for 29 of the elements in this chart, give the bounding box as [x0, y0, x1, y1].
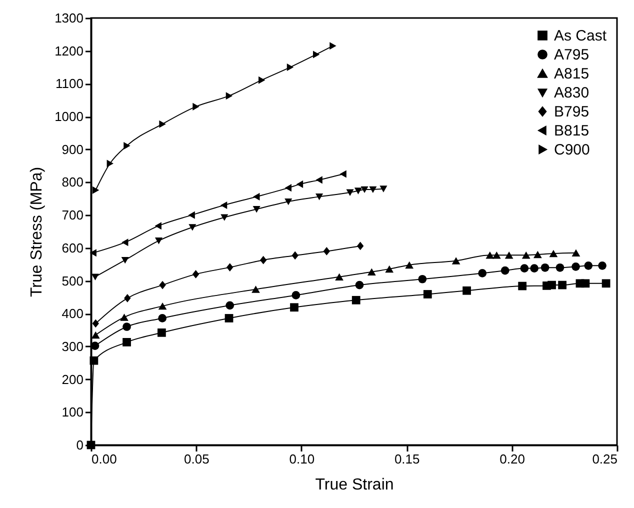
legend-label: B815: [554, 122, 590, 140]
y-tick-label: 300: [62, 338, 84, 354]
y-tick-label: 500: [62, 273, 84, 288]
x-tick-label: 0.10: [289, 452, 315, 466]
y-tick-label: 400: [62, 306, 84, 322]
y-tick-label: 1000: [54, 109, 84, 124]
y-tick-label: 900: [62, 142, 84, 157]
legend-label: B795: [554, 104, 590, 120]
y-tick-label: 200: [62, 372, 84, 387]
x-tick-label: 0.00: [92, 452, 117, 466]
legend-label: A830: [554, 84, 590, 102]
legend-label: A815: [554, 66, 590, 82]
y-tick-label: 0: [76, 438, 84, 452]
y-tick-label: 1300: [54, 10, 84, 26]
y-axis-title: True Stress (MPa): [28, 166, 46, 298]
legend-label: C900: [554, 142, 590, 158]
x-tick-label: 0.20: [500, 452, 525, 466]
y-tick-label: 100: [62, 404, 84, 420]
legend-label: As Cast: [554, 28, 608, 44]
x-tick-label: 0.15: [394, 452, 420, 466]
x-tick-label: 0.05: [184, 452, 210, 466]
legend-label: A795: [554, 46, 590, 64]
x-tick-label: 0.25: [592, 452, 618, 466]
y-tick-label: 1200: [54, 43, 84, 58]
y-tick-label: 1100: [56, 76, 84, 92]
y-tick-label: 800: [62, 174, 84, 190]
y-tick-label: 600: [62, 240, 84, 256]
y-tick-label: 700: [62, 208, 84, 223]
x-axis-title: True Strain: [315, 476, 394, 494]
